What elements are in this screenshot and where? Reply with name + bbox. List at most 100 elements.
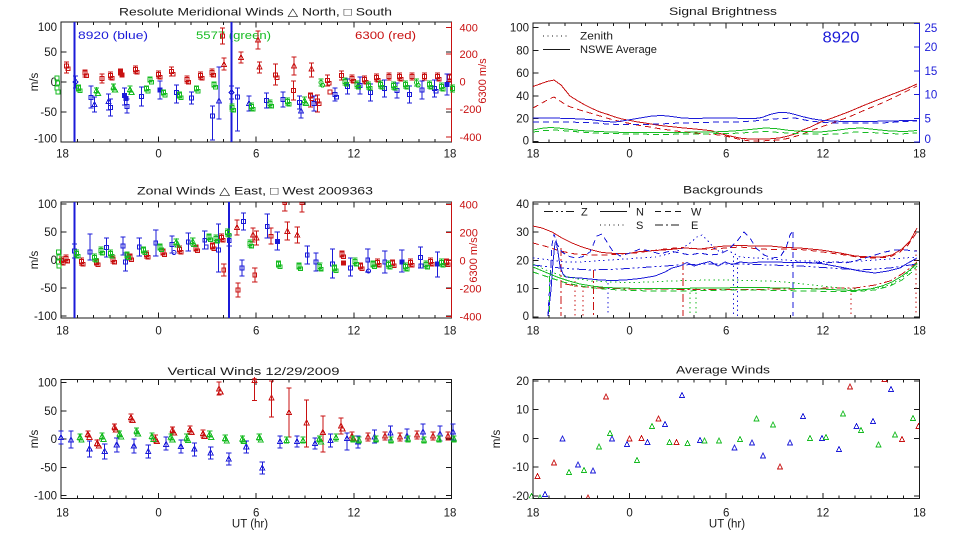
svg-text:Zonal Winds △ East, □ West 200: Zonal Winds △ East, □ West 2009363 [137, 186, 373, 198]
svg-text:Vertical Winds 12/29/2009: Vertical Winds 12/29/2009 [168, 366, 340, 378]
svg-text:-400: -400 [460, 312, 482, 324]
svg-text:6: 6 [253, 326, 259, 338]
svg-text:18: 18 [527, 508, 540, 520]
svg-text:UT (hr): UT (hr) [709, 519, 745, 531]
svg-text:0: 0 [523, 433, 529, 445]
svg-text:100: 100 [38, 22, 57, 34]
svg-text:18: 18 [56, 326, 69, 338]
svg-text:0: 0 [51, 255, 57, 267]
svg-text:Z: Z [581, 207, 588, 219]
svg-text:8920: 8920 [823, 30, 860, 47]
svg-text:-10: -10 [512, 462, 529, 474]
svg-text:200: 200 [460, 49, 478, 61]
svg-text:UT (hr): UT (hr) [232, 519, 268, 531]
svg-text:-200: -200 [460, 104, 482, 116]
svg-text:200: 200 [460, 228, 478, 240]
svg-text:20: 20 [925, 42, 938, 54]
svg-text:-400: -400 [460, 132, 482, 144]
svg-text:-50: -50 [40, 107, 57, 119]
svg-text:m/s: m/s [29, 72, 41, 91]
svg-text:15: 15 [925, 66, 938, 78]
svg-text:12: 12 [817, 326, 830, 338]
svg-text:18: 18 [527, 326, 540, 338]
svg-text:5: 5 [925, 113, 931, 125]
svg-text:m/s: m/s [491, 429, 503, 448]
svg-text:0: 0 [155, 508, 161, 520]
svg-text:10: 10 [516, 284, 529, 296]
svg-text:-50: -50 [40, 462, 57, 474]
svg-text:10: 10 [925, 90, 938, 102]
svg-text:100: 100 [38, 378, 57, 390]
svg-text:0: 0 [460, 256, 466, 268]
svg-text:5577 (green): 5577 (green) [196, 30, 271, 42]
svg-text:0: 0 [626, 326, 632, 338]
svg-text:m/s: m/s [29, 429, 41, 448]
svg-text:6300 m/s: 6300 m/s [468, 237, 480, 283]
svg-text:0: 0 [523, 136, 529, 148]
svg-text:0: 0 [523, 311, 529, 323]
svg-text:Resolute Meridional Winds △ No: Resolute Meridional Winds △ North, □ Sou… [119, 6, 392, 18]
svg-text:-100: -100 [34, 134, 57, 146]
svg-text:E: E [691, 220, 698, 232]
svg-text:6: 6 [253, 149, 259, 161]
svg-text:Average Winds: Average Winds [676, 365, 771, 377]
svg-text:50: 50 [44, 227, 57, 239]
svg-text:-200: -200 [460, 284, 482, 296]
svg-text:12: 12 [348, 326, 361, 338]
svg-text:6: 6 [723, 149, 729, 161]
svg-text:6300 (red): 6300 (red) [355, 30, 416, 42]
svg-text:Backgrounds: Backgrounds [683, 185, 764, 197]
svg-text:0: 0 [460, 77, 466, 89]
svg-text:80: 80 [516, 45, 529, 57]
svg-text:6: 6 [723, 326, 729, 338]
svg-text:100: 100 [38, 199, 57, 211]
svg-text:50: 50 [44, 406, 57, 418]
svg-text:18: 18 [913, 149, 926, 161]
svg-text:6300 m/s: 6300 m/s [477, 58, 489, 104]
svg-text:12: 12 [817, 149, 830, 161]
svg-text:N: N [636, 207, 644, 219]
svg-text:-100: -100 [34, 311, 57, 323]
svg-text:-100: -100 [34, 491, 57, 503]
svg-text:18: 18 [913, 508, 926, 520]
svg-text:Zenith: Zenith [580, 31, 613, 43]
svg-text:0: 0 [155, 149, 161, 161]
svg-text:0: 0 [51, 434, 57, 446]
svg-text:12: 12 [348, 149, 361, 161]
svg-text:60: 60 [516, 68, 529, 80]
svg-text:10: 10 [516, 405, 529, 417]
svg-text:Signal Brightness: Signal Brightness [669, 6, 778, 18]
svg-text:6: 6 [723, 508, 729, 520]
svg-text:20: 20 [516, 376, 529, 388]
svg-text:0: 0 [626, 508, 632, 520]
svg-text:18: 18 [527, 149, 540, 161]
svg-text:20: 20 [516, 114, 529, 126]
svg-text:25: 25 [925, 23, 938, 35]
svg-text:6: 6 [253, 508, 259, 520]
svg-text:18: 18 [444, 149, 457, 161]
svg-text:18: 18 [444, 508, 457, 520]
svg-text:NSWE Average: NSWE Average [580, 44, 657, 56]
svg-text:18: 18 [56, 149, 69, 161]
svg-text:20: 20 [516, 255, 529, 267]
svg-text:0: 0 [925, 134, 931, 146]
svg-text:18: 18 [913, 326, 926, 338]
svg-text:8920 (blue): 8920 (blue) [78, 30, 148, 42]
svg-text:30: 30 [516, 227, 529, 239]
svg-text:18: 18 [56, 508, 69, 520]
svg-text:m/s: m/s [29, 250, 41, 269]
svg-text:0: 0 [626, 149, 632, 161]
svg-text:12: 12 [348, 508, 361, 520]
svg-text:-20: -20 [512, 491, 529, 503]
svg-text:S: S [636, 220, 643, 232]
svg-text:100: 100 [510, 23, 529, 35]
svg-text:40: 40 [516, 199, 529, 211]
svg-text:18: 18 [444, 326, 457, 338]
svg-text:12: 12 [817, 508, 830, 520]
svg-text:0: 0 [51, 77, 57, 89]
svg-text:50: 50 [44, 47, 57, 59]
svg-text:40: 40 [516, 91, 529, 103]
svg-text:0: 0 [155, 326, 161, 338]
svg-text:400: 400 [460, 200, 478, 212]
svg-text:W: W [691, 207, 702, 219]
